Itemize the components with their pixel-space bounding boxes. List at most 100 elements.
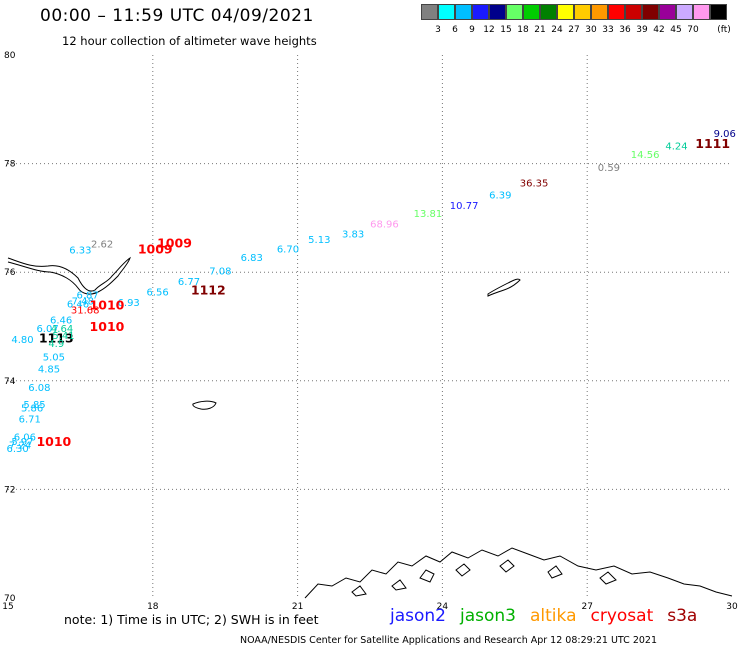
swh-value-label: 6.46 bbox=[50, 315, 72, 326]
scale-swatch bbox=[608, 4, 625, 20]
swh-value-label: 5.13 bbox=[308, 235, 330, 246]
swh-value-label: 7.08 bbox=[209, 267, 231, 278]
scale-label: 39 bbox=[636, 25, 648, 35]
scale-swatch bbox=[642, 4, 659, 20]
norway-coast bbox=[304, 547, 733, 599]
scale-swatch bbox=[489, 4, 506, 20]
satellite-cryosat: cryosat bbox=[590, 606, 654, 626]
swh-value-label: 6.93 bbox=[118, 298, 140, 309]
lon-tick-label: 18 bbox=[147, 602, 159, 612]
axis-ticks: 15 18 21 24 27 30 80 78 76 74 72 70 bbox=[2, 51, 738, 612]
scale-label: 33 bbox=[602, 25, 614, 35]
swh-value-label: 31.68 bbox=[71, 306, 100, 317]
lat-tick-label: 76 bbox=[4, 268, 16, 278]
orbit-number-label: 1010 bbox=[36, 434, 71, 449]
lat-tick-label: 80 bbox=[4, 51, 16, 61]
scale-swatch bbox=[625, 4, 642, 20]
swh-value-label: 5.97 bbox=[11, 437, 33, 448]
swh-value-label: 9.06 bbox=[714, 129, 736, 140]
scale-swatch bbox=[574, 4, 591, 20]
scale-label: 70 bbox=[687, 25, 699, 35]
scale-swatch bbox=[693, 4, 710, 20]
swh-value-label: 6.70 bbox=[277, 244, 299, 255]
scale-swatch bbox=[591, 4, 608, 20]
swh-value-label: 4.24 bbox=[665, 142, 687, 153]
swh-value-label: 6.56 bbox=[146, 288, 168, 299]
scale-label: 24 bbox=[551, 25, 563, 35]
satellite-legend: jason2 jason3 altika cryosat s3a bbox=[390, 606, 711, 626]
scale-swatch bbox=[438, 4, 455, 20]
lat-tick-label: 70 bbox=[4, 594, 16, 604]
swh-value-label: 10.77 bbox=[450, 201, 479, 212]
orbit-number-label: 1009 bbox=[138, 241, 173, 256]
lon-tick-label: 15 bbox=[2, 602, 13, 612]
coastlines bbox=[7, 256, 733, 599]
scale-label: 18 bbox=[517, 25, 529, 35]
swh-value-label: 4.64 bbox=[51, 324, 73, 335]
swh-value-label: 3.83 bbox=[342, 230, 364, 241]
scale-label: 21 bbox=[534, 25, 546, 35]
map-title: 00:00 – 11:59 UTC 04/09/2021 bbox=[40, 6, 314, 26]
lon-tick-label: 21 bbox=[292, 602, 303, 612]
swh-value-label: 14.56 bbox=[631, 150, 660, 161]
swh-value-label: 6.30 bbox=[7, 444, 29, 455]
swh-value-label: 4.80 bbox=[11, 335, 33, 346]
swh-value-label: 6.07 bbox=[36, 324, 58, 335]
scale-label: 42 bbox=[653, 25, 665, 35]
swh-value-label: 6.33 bbox=[69, 245, 91, 256]
scale-label: 45 bbox=[670, 25, 682, 35]
lat-tick-label: 78 bbox=[4, 160, 16, 170]
svalbard-coast bbox=[7, 256, 131, 295]
swh-value-label: 6.08 bbox=[28, 383, 50, 394]
lon-tick-label: 30 bbox=[726, 602, 738, 612]
scale-label: 30 bbox=[585, 25, 597, 35]
swh-value-label: 6.87 bbox=[77, 290, 99, 301]
scale-label: 36 bbox=[619, 25, 631, 35]
swh-value-label: 6.83 bbox=[241, 253, 263, 264]
satellite-jason3: jason3 bbox=[460, 606, 516, 626]
scale-swatch bbox=[455, 4, 472, 20]
scale-swatch bbox=[676, 4, 693, 20]
map-grid bbox=[8, 55, 732, 598]
swh-value-label: 5.85 bbox=[23, 400, 45, 411]
swh-value-label: 6.39 bbox=[489, 191, 511, 202]
lat-tick-label: 72 bbox=[4, 485, 15, 495]
satellite-altika: altika bbox=[530, 606, 577, 626]
swh-value-label: 13.81 bbox=[414, 209, 443, 220]
scale-swatch bbox=[557, 4, 574, 20]
scale-label: 3 bbox=[435, 25, 441, 35]
scale-label: 15 bbox=[500, 25, 512, 35]
swh-value-label: 6.71 bbox=[19, 414, 41, 425]
swh-value-label: 6.77 bbox=[178, 277, 200, 288]
scale-swatch bbox=[506, 4, 523, 20]
orbit-number-label: 1111 bbox=[695, 136, 730, 151]
swh-value-label: 7.48 bbox=[72, 296, 94, 307]
swh-value-label: 5.86 bbox=[21, 403, 43, 414]
scale-swatch bbox=[710, 4, 727, 20]
kong-karls-land-coast bbox=[487, 278, 521, 297]
scale-swatch bbox=[659, 4, 676, 20]
credit-line: NOAA/NESDIS Center for Satellite Applica… bbox=[240, 635, 658, 646]
scale-swatch bbox=[472, 4, 489, 20]
swh-value-label: 4.9 bbox=[48, 339, 64, 350]
satellite-s3a: s3a bbox=[667, 606, 698, 626]
orbit-number-label: 1009 bbox=[157, 235, 192, 250]
scale-label: 27 bbox=[568, 25, 580, 35]
bjornoya-coast bbox=[192, 400, 217, 410]
scale-swatch bbox=[540, 4, 557, 20]
orbit-number-label: 1010 bbox=[90, 297, 125, 312]
satellite-jason2: jason2 bbox=[390, 606, 446, 626]
swh-value-label: 2.62 bbox=[91, 239, 113, 250]
lat-tick-label: 74 bbox=[4, 377, 16, 387]
scale-label: 12 bbox=[483, 25, 495, 35]
swh-value-label: 68.96 bbox=[370, 219, 399, 230]
swh-value-label: 6.06 bbox=[14, 433, 36, 444]
orbit-number-label: 1112 bbox=[191, 283, 226, 298]
map-subtitle: 12 hour collection of altimeter wave hei… bbox=[62, 34, 317, 48]
orbit-number-label: 1113 bbox=[39, 330, 74, 345]
swh-value-label: 7.24 bbox=[9, 440, 31, 451]
swh-value-label: 0.59 bbox=[598, 163, 620, 174]
swh-value-label: 5.41 bbox=[52, 331, 74, 342]
